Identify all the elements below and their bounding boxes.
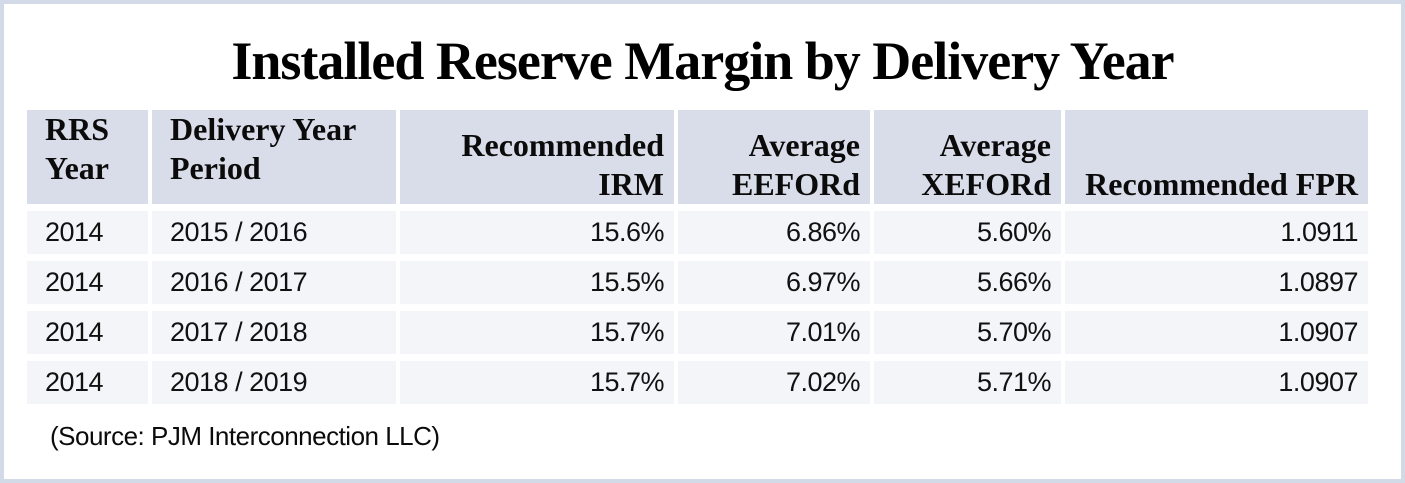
table-cell-irm: 15.7% xyxy=(400,361,674,404)
source-note: (Source: PJM Interconnection LLC) xyxy=(50,421,440,451)
table-cell-fpr: 1.0911 xyxy=(1065,211,1368,254)
column-header-rrs-year: RRS Year xyxy=(27,110,148,204)
table-cell-rrs-year: 2014 xyxy=(27,211,148,254)
table-cell-irm: 15.5% xyxy=(400,261,674,304)
table-cell-dy-period: 2017 / 2018 xyxy=(152,311,396,354)
table-cell-fpr: 1.0907 xyxy=(1065,361,1368,404)
column-header-recommended-irm: Recommended IRM xyxy=(400,110,674,204)
table-cell-rrs-year: 2014 xyxy=(27,261,148,304)
table-cell-dy-period: 2015 / 2016 xyxy=(152,211,396,254)
table-cell-irm: 15.6% xyxy=(400,211,674,254)
table-cell-rrs-year: 2014 xyxy=(27,311,148,354)
table-cell-rrs-year: 2014 xyxy=(27,361,148,404)
table-cell-eeford: 7.02% xyxy=(678,361,870,404)
table-cell-xeford: 5.70% xyxy=(874,311,1061,354)
page-title: Installed Reserve Margin by Delivery Yea… xyxy=(231,31,1174,91)
table-cell-fpr: 1.0897 xyxy=(1065,261,1368,304)
column-header-recommended-fpr: Recommended FPR xyxy=(1065,110,1368,204)
table-cell-eeford: 6.86% xyxy=(678,211,870,254)
table-cell-xeford: 5.66% xyxy=(874,261,1061,304)
table-cell-eeford: 7.01% xyxy=(678,311,870,354)
table-cell-fpr: 1.0907 xyxy=(1065,311,1368,354)
table-cell-dy-period: 2016 / 2017 xyxy=(152,261,396,304)
table-cell-eeford: 6.97% xyxy=(678,261,870,304)
data-table: RRS Year Delivery Year Period Recommende… xyxy=(27,110,1368,404)
table-cell-irm: 15.7% xyxy=(400,311,674,354)
column-header-average-xeford: Average XEFORd xyxy=(874,110,1061,204)
table-cell-xeford: 5.71% xyxy=(874,361,1061,404)
column-header-average-eeford: Average EEFORd xyxy=(678,110,870,204)
table-cell-xeford: 5.60% xyxy=(874,211,1061,254)
table-cell-dy-period: 2018 / 2019 xyxy=(152,361,396,404)
column-header-delivery-period: Delivery Year Period xyxy=(152,110,396,204)
